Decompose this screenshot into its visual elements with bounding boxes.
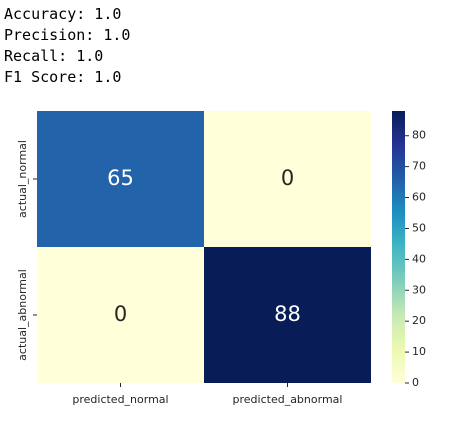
colorbar-tick-label: 40	[412, 252, 426, 265]
colorbar-tick-label: 70	[412, 160, 426, 173]
colorbar	[392, 111, 405, 383]
cell-label: 88	[274, 302, 301, 326]
colorbar-tick-label: 60	[412, 191, 426, 204]
text-output: Accuracy: 1.0 Precision: 1.0 Recall: 1.0 F1…	[4, 5, 130, 86]
x-tick-label: predicted_normal	[72, 393, 168, 406]
colorbar-tick-label: 20	[412, 314, 426, 327]
colorbar-tick-label: 30	[412, 283, 426, 296]
cell-label: 65	[107, 166, 134, 190]
cell	[204, 247, 371, 383]
heatmap: 65 0 actual_normal 0 88 actual_abnormalpredic…	[16, 111, 426, 406]
x-tick-label: predicted_abnormal	[233, 393, 343, 406]
cell	[37, 111, 204, 247]
colorbar-tick-label: 10	[412, 345, 426, 358]
output-line: Accuracy: 1.0	[4, 5, 121, 23]
output-line: Recall: 1.0	[4, 47, 103, 65]
cell-label: 0	[281, 166, 294, 190]
colorbar-tick-label: 50	[412, 221, 426, 234]
cell-label: 0	[114, 302, 127, 326]
y-tick-label: actual_normal	[16, 140, 29, 218]
colorbar-tick-label: 80	[412, 129, 426, 142]
cell	[37, 247, 204, 383]
output-line: F1 Score: 1.0	[4, 68, 121, 86]
y-tick-label: actual_abnormal	[16, 269, 29, 361]
output-line: Precision: 1.0	[4, 26, 130, 44]
cell	[204, 111, 371, 247]
colorbar-tick-label: 0	[412, 376, 419, 389]
